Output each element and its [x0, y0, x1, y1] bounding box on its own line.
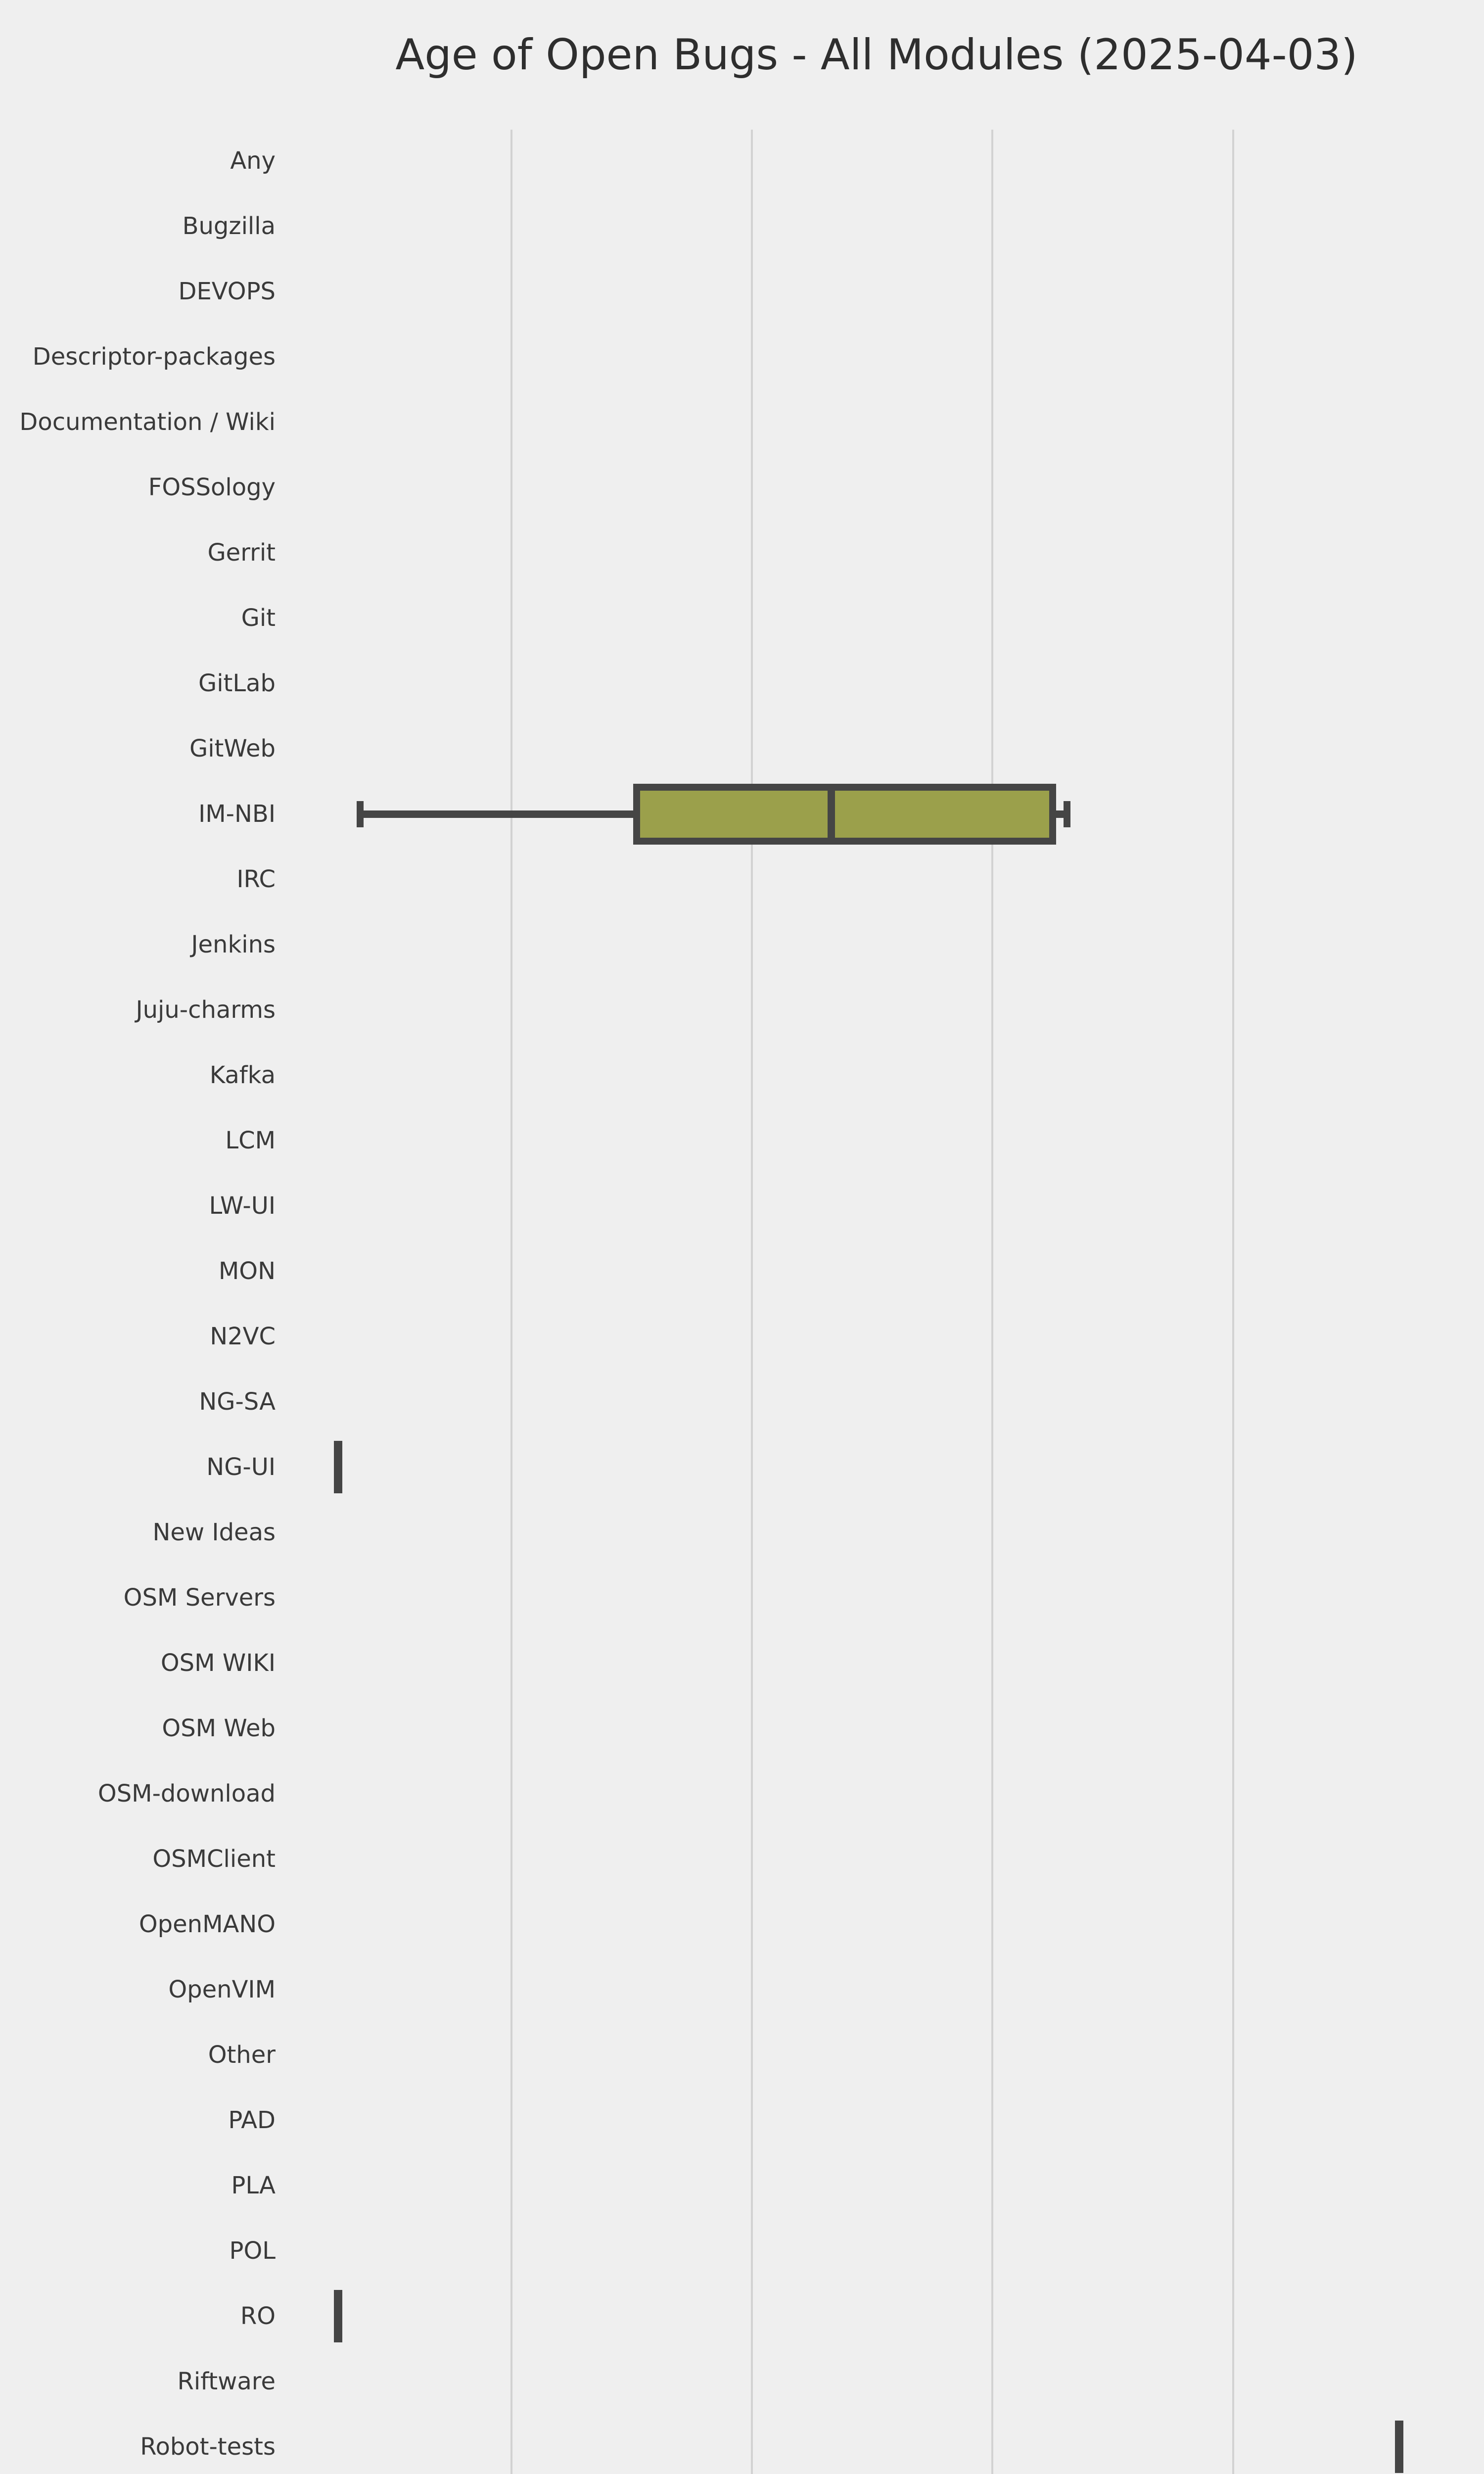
chart-title: Age of Open Bugs - All Modules (2025-04-…	[395, 30, 1358, 80]
iqr-box	[633, 783, 1056, 845]
y-axis-label: Riftware	[177, 2368, 276, 2395]
whisker-cap-min	[356, 801, 364, 827]
y-axis-label: NG-UI	[206, 1453, 276, 1481]
y-axis-label: Other	[208, 2041, 276, 2069]
y-axis-label: FOSSology	[148, 474, 276, 501]
y-axis-label: IRC	[236, 865, 276, 893]
y-axis-label: Bugzilla	[182, 212, 276, 240]
y-axis-label: N2VC	[210, 1323, 276, 1350]
y-axis-label: Any	[230, 147, 276, 175]
median-line	[828, 790, 835, 838]
y-axis-label: OSM-download	[97, 1780, 276, 1808]
y-axis-label: IM-NBI	[198, 800, 276, 828]
y-axis-label: NG-SA	[199, 1388, 276, 1416]
y-axis-label: New Ideas	[152, 1519, 276, 1546]
single-value-box	[334, 1441, 343, 1493]
y-axis-label: RO	[240, 2302, 276, 2330]
y-axis-label: OpenVIM	[168, 1976, 276, 2003]
y-axis-label: Descriptor-packages	[32, 343, 276, 371]
y-axis-label: PAD	[228, 2106, 276, 2134]
whisker-cap-max	[1064, 801, 1071, 827]
y-axis-label: OSMClient	[152, 1845, 276, 1873]
gridline-100	[510, 130, 512, 2474]
gridline-300	[991, 130, 994, 2474]
single-value-box	[1394, 2421, 1403, 2473]
y-axis-label: POL	[229, 2237, 276, 2265]
y-axis-label: Gerrit	[207, 539, 276, 567]
y-axis-label: Kafka	[209, 1061, 276, 1089]
y-axis-label: DEVOPS	[178, 278, 276, 305]
y-axis-label: Git	[241, 604, 276, 632]
gridline-200	[751, 130, 753, 2474]
y-axis-label: LW-UI	[209, 1192, 276, 1220]
y-axis-label: Robot-tests	[140, 2433, 276, 2461]
gridline-400	[1232, 130, 1234, 2474]
y-axis-label: MON	[218, 1257, 276, 1285]
y-axis-label: OSM WIKI	[160, 1649, 276, 1677]
y-axis-label: OSM Web	[162, 1714, 276, 1742]
y-axis-label: PLA	[231, 2172, 276, 2199]
y-axis-label: OpenMANO	[139, 1910, 276, 1938]
single-value-box	[334, 2290, 343, 2342]
y-axis-label: Juju-charms	[136, 996, 276, 1024]
y-axis-label: Documentation / Wiki	[19, 408, 276, 436]
whisker-left	[360, 810, 633, 818]
y-axis-label: OSM Servers	[123, 1584, 276, 1612]
y-axis-label: Jenkins	[191, 931, 276, 958]
y-axis-label: GitLab	[198, 669, 276, 697]
y-axis-label: LCM	[225, 1127, 276, 1154]
y-axis-label: GitWeb	[189, 735, 276, 762]
